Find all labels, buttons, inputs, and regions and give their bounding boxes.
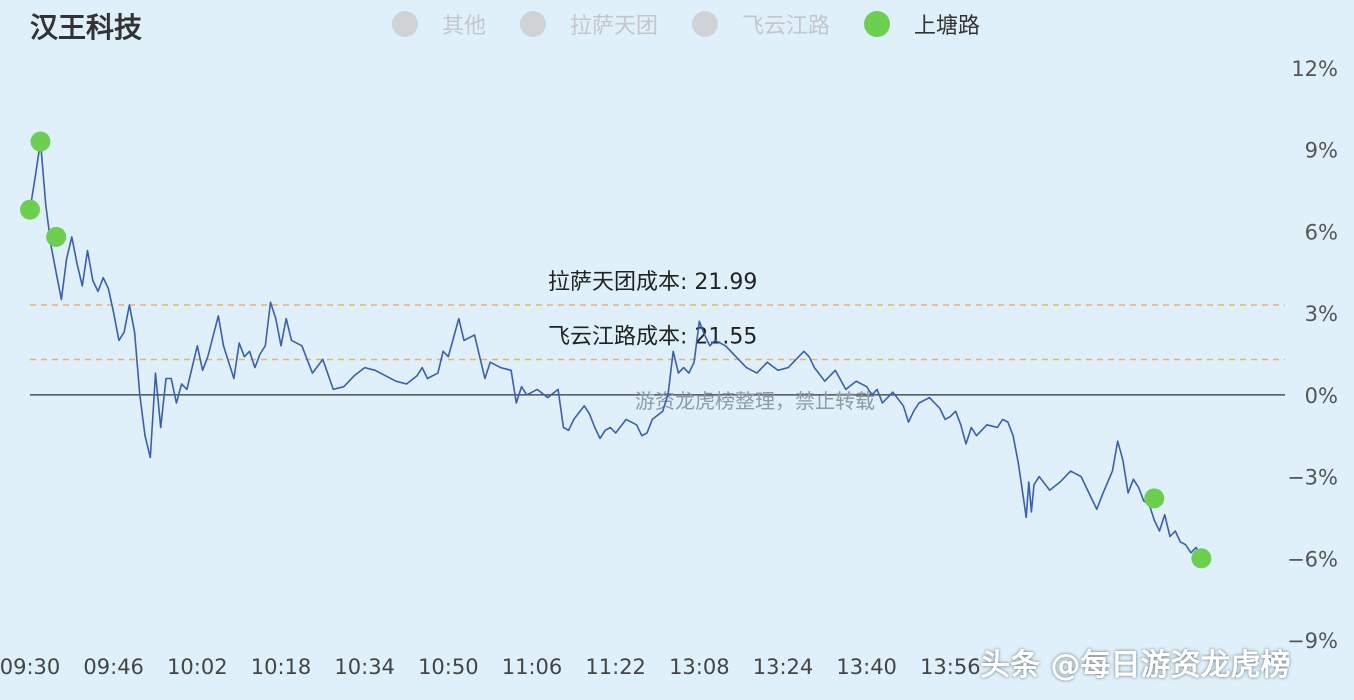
legend-label: 其他: [442, 14, 487, 39]
watermark-text: 头条 @每日游资龙虎榜: [980, 648, 1291, 683]
x-tick-label: 13:24: [753, 655, 814, 679]
highlight-point: [1144, 488, 1165, 509]
legend: 其他 拉萨天团 飞云江路 上塘路: [392, 8, 1014, 40]
y-tick-label: 9%: [1305, 139, 1338, 163]
y-tick-label: −3%: [1287, 466, 1338, 490]
x-tick-label: 11:22: [585, 655, 646, 679]
legend-item[interactable]: 其他: [392, 8, 486, 40]
x-tick-label: 13:56: [920, 655, 981, 679]
legend-label: 飞云江路: [742, 14, 831, 39]
legend-item[interactable]: 飞云江路: [692, 8, 830, 40]
y-tick-label: 6%: [1305, 220, 1338, 244]
y-tick-label: −6%: [1287, 547, 1338, 571]
legend-item[interactable]: 上塘路: [864, 8, 980, 40]
x-tick-label: 10:18: [251, 655, 312, 679]
legend-label: 上塘路: [914, 14, 981, 39]
series-line: [29, 140, 1203, 559]
x-tick-label: 09:46: [83, 655, 144, 679]
reference-line-label: 飞云江路成本: 21.55: [548, 324, 757, 349]
highlight-point: [30, 131, 51, 152]
highlight-point: [1191, 548, 1212, 569]
y-tick-label: −9%: [1287, 629, 1338, 653]
legend-marker: [692, 11, 719, 37]
x-tick-label: 13:40: [836, 655, 897, 679]
x-tick-label: 10:34: [334, 655, 395, 679]
chart-title: 汉王科技: [30, 11, 143, 44]
legend-marker: [520, 11, 547, 37]
y-tick-label: 0%: [1305, 384, 1338, 408]
reference-line-label: 拉萨天团成本: 21.99: [548, 270, 757, 295]
legend-marker: [392, 11, 418, 37]
x-tick-label: 10:50: [418, 655, 479, 679]
chart-annotation: 游资龙虎榜整理，禁止转载: [635, 389, 875, 413]
highlight-point: [46, 226, 67, 247]
y-tick-label: 3%: [1305, 302, 1338, 326]
legend-marker: [864, 11, 891, 37]
highlight-point: [20, 199, 40, 220]
legend-label: 拉萨天团: [570, 14, 659, 39]
x-tick-label: 13:08: [669, 655, 730, 679]
y-tick-label: 12%: [1291, 57, 1338, 81]
x-tick-label: 11:06: [502, 655, 563, 679]
legend-item[interactable]: 拉萨天团: [520, 8, 658, 40]
x-tick-label: 10:02: [167, 655, 228, 679]
x-tick-label: 09:30: [0, 655, 60, 679]
